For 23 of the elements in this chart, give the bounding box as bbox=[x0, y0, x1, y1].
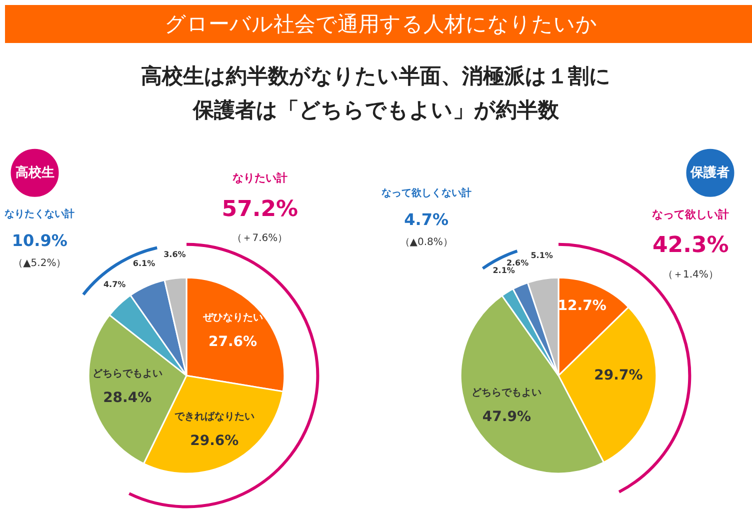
text: なりたくない計 10.9% （▲5.2%） bbox=[4, 208, 75, 269]
slice-label: できればなりたい bbox=[174, 410, 254, 422]
data-label: 6.1% bbox=[132, 259, 156, 268]
data-label: 2.6% bbox=[506, 258, 529, 268]
text: なって欲しい計 42.3% （＋1.4%） bbox=[652, 208, 730, 280]
text: グローバル社会で通用する人材になりたいか bbox=[164, 11, 598, 38]
slice-label: ぜひなりたい bbox=[202, 312, 263, 324]
slice-label: どちらでもよい bbox=[472, 388, 542, 399]
data-label: 4.7% bbox=[103, 280, 126, 289]
data-label: 29.7% bbox=[594, 367, 643, 384]
slice-label: どちらでもよい bbox=[92, 368, 162, 380]
data-label: 3.6% bbox=[164, 250, 186, 260]
text: 高校生 bbox=[15, 164, 54, 180]
data-label: 28.4% bbox=[103, 390, 152, 406]
data-label: 47.9% bbox=[482, 409, 531, 426]
data-label: 29.6% bbox=[190, 432, 239, 449]
text: なって欲しくない計 4.7% （▲0.8%） bbox=[381, 187, 472, 248]
text: 保護者 bbox=[690, 164, 730, 180]
text: なりたい計 57.2% （＋7.6%） bbox=[222, 172, 298, 244]
data-label: 2.1% bbox=[492, 266, 515, 275]
data-label: 5.1% bbox=[530, 250, 553, 260]
text: 高校生は約半数がなりたい半面、消極派は１割に保護者は「どちらでもよい」が約半数 bbox=[140, 63, 612, 124]
data-label: 27.6% bbox=[208, 334, 258, 350]
